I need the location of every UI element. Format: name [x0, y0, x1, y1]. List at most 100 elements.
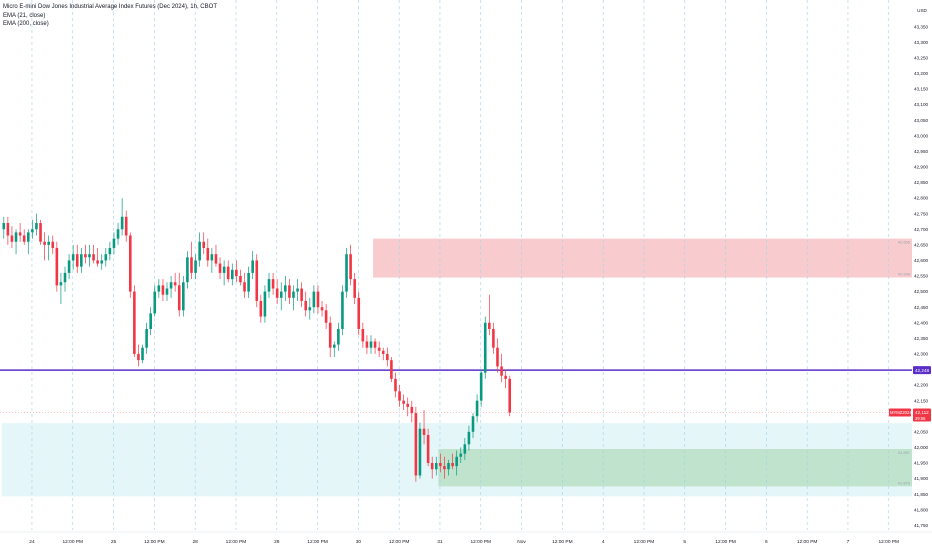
candle-body [508, 378, 512, 413]
candle [381, 347, 385, 361]
candle [267, 272, 271, 298]
candle [218, 257, 222, 280]
candle-body [55, 247, 59, 286]
candle [434, 456, 438, 476]
price-tick-label: 41,850 [914, 492, 928, 497]
price-tick-label: 43,000 [914, 133, 928, 138]
candle-body [47, 241, 50, 245]
candle [304, 291, 308, 317]
time-tick-label: 12:00 PM [389, 539, 410, 545]
candle [120, 198, 124, 236]
time-tick-label: 12:00 PM [878, 539, 899, 545]
price-tick-label: 42,500 [914, 289, 928, 294]
price-tick-label: 41,900 [914, 476, 928, 481]
candle-body [67, 260, 71, 273]
candle-body [124, 216, 128, 236]
candle [186, 251, 189, 289]
candle [247, 266, 250, 298]
candle-body [51, 241, 55, 248]
candle [124, 210, 128, 242]
price-tick-label: 42,800 [914, 196, 928, 201]
chart-title[interactable]: Micro E-mini Dow Jones Industrial Averag… [3, 4, 217, 10]
candle-body [288, 285, 291, 298]
candle [312, 285, 316, 314]
level-price-badge[interactable]: 42,248 [913, 366, 931, 375]
candle-body [422, 428, 426, 435]
candle-body [239, 276, 242, 283]
candle-body [112, 238, 116, 248]
indicator-ema-21[interactable]: EMA (21, close) [3, 12, 46, 19]
candle-body [316, 291, 320, 308]
time-tick-label: 30 [356, 539, 362, 545]
time-tick-label: 12:00 PM [62, 539, 83, 545]
candle [288, 279, 291, 305]
candle [112, 232, 116, 255]
candle [422, 410, 426, 445]
candle-body [267, 279, 271, 292]
candle [426, 428, 430, 467]
candle [51, 235, 55, 255]
level-badge-text: 42,248 [915, 368, 929, 373]
candle-body [312, 291, 316, 308]
current-badge-bg [913, 408, 931, 422]
price-tick-label: 42,700 [914, 227, 928, 232]
candle [332, 341, 336, 358]
price-tick-label: 42,950 [914, 149, 928, 154]
candle-body [43, 241, 46, 245]
candle [63, 266, 67, 292]
candle-body [328, 322, 332, 348]
candle [222, 260, 226, 286]
time-axis[interactable]: 24 12:00 PM 25 12:00 PM 28 12:00 PM 29 12:00 PM… [0, 531, 932, 550]
candle-body [259, 300, 263, 317]
currency-label: USD [917, 8, 927, 13]
current-badge-price: 42,112 [915, 410, 929, 415]
candle [373, 338, 377, 354]
price-tick-label: 42,050 [914, 429, 928, 434]
candle-body [292, 291, 295, 298]
candle [324, 304, 328, 329]
candle [239, 269, 242, 286]
candle-body [222, 266, 226, 273]
candle-body [324, 310, 328, 323]
candle-body [243, 282, 246, 292]
candle-body [173, 282, 177, 286]
candle-body [263, 291, 267, 317]
price-tick-label: 42,650 [914, 242, 928, 247]
candle [386, 347, 389, 367]
indicator-ema-200[interactable]: EMA (200, close) [3, 21, 49, 27]
candle [177, 272, 181, 317]
horizontal-line-layer[interactable] [0, 369, 912, 413]
candle-body [463, 444, 467, 454]
candle [145, 322, 148, 354]
candle-body [386, 353, 389, 361]
candle [337, 322, 340, 351]
candle-body [214, 254, 218, 264]
candle-body [157, 285, 161, 292]
candle-body [434, 462, 438, 470]
current-badge-countdown: 39:56 [915, 416, 926, 421]
candle [128, 232, 132, 298]
candle-body [6, 223, 10, 236]
time-tick-label: 24 [29, 539, 35, 545]
candle [149, 307, 152, 336]
candle [202, 232, 206, 255]
symbol-badge[interactable]: MYMZ2024 [889, 408, 912, 417]
price-tick-label: 42,750 [914, 211, 928, 216]
candle-body [365, 341, 369, 348]
candle [345, 247, 348, 298]
zone-bottom-label: 42,548 [898, 272, 911, 277]
candle [67, 254, 71, 280]
candle [394, 372, 397, 398]
candle [2, 216, 6, 239]
price-tick-label: 41,950 [914, 461, 928, 466]
price-axis[interactable]: USD 43,350 43,300 43,250 43,200 43,150 43,100 4… [889, 0, 932, 550]
candle [292, 285, 295, 311]
candle-body [251, 260, 254, 273]
time-tick-label: 12:00 PM [634, 539, 655, 545]
candle-body [198, 241, 201, 261]
time-tick-label: Nov [517, 539, 526, 545]
candle [59, 272, 63, 305]
candle [455, 450, 458, 476]
